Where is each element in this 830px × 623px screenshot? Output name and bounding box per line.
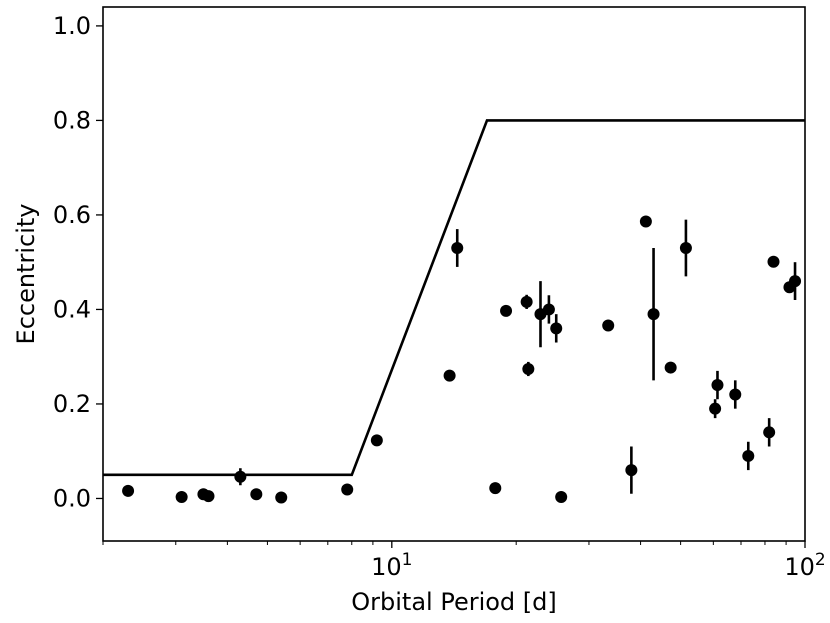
y-tick-label: 0.4 bbox=[53, 295, 91, 323]
point-marker bbox=[742, 449, 755, 462]
data-point bbox=[370, 434, 383, 447]
point-marker bbox=[542, 303, 555, 316]
point-marker bbox=[664, 361, 677, 374]
data-point bbox=[341, 483, 354, 496]
point-marker bbox=[763, 426, 776, 439]
data-point bbox=[711, 370, 724, 400]
point-marker bbox=[602, 319, 615, 332]
point-marker bbox=[489, 482, 502, 495]
point-marker bbox=[370, 434, 383, 447]
data-point bbox=[789, 262, 802, 300]
point-marker bbox=[522, 362, 535, 375]
y-tick-label: 0.0 bbox=[53, 484, 91, 512]
y-tick-label: 0.2 bbox=[53, 390, 91, 418]
point-marker bbox=[122, 484, 135, 497]
x-axis-label: Orbital Period [d] bbox=[351, 588, 557, 616]
y-axis-ticks: 0.0 0.2 0.4 0.6 0.8 1.0 bbox=[53, 12, 103, 512]
data-point bbox=[729, 380, 742, 409]
point-marker bbox=[555, 491, 568, 504]
data-point bbox=[122, 484, 135, 497]
point-marker bbox=[520, 295, 533, 308]
point-marker bbox=[500, 304, 513, 317]
point-marker bbox=[550, 322, 563, 335]
data-point bbox=[500, 304, 513, 317]
data-point bbox=[522, 361, 535, 377]
data-point bbox=[679, 219, 692, 277]
x-tick-label: 102 bbox=[784, 550, 825, 581]
data-point bbox=[234, 468, 247, 486]
point-marker bbox=[250, 488, 263, 501]
plot-content bbox=[103, 119, 805, 504]
data-point bbox=[602, 319, 615, 332]
point-marker bbox=[711, 379, 724, 392]
point-marker bbox=[202, 490, 215, 503]
point-marker bbox=[451, 242, 464, 255]
point-marker bbox=[625, 464, 638, 477]
point-marker bbox=[679, 242, 692, 255]
data-point bbox=[647, 248, 660, 381]
data-point bbox=[175, 491, 188, 504]
data-point bbox=[664, 361, 677, 374]
data-point bbox=[451, 229, 464, 267]
point-marker bbox=[443, 369, 456, 382]
point-marker bbox=[234, 470, 247, 483]
data-point bbox=[443, 369, 456, 382]
data-point bbox=[550, 314, 563, 343]
data-point bbox=[767, 255, 780, 268]
data-point bbox=[250, 488, 263, 501]
y-axis-label: Eccentricity bbox=[12, 204, 40, 345]
point-marker bbox=[789, 275, 802, 288]
y-tick-label: 0.6 bbox=[53, 201, 91, 229]
x-tick-label: 101 bbox=[371, 550, 412, 581]
y-tick-label: 1.0 bbox=[53, 12, 91, 40]
data-point bbox=[639, 215, 652, 228]
data-point bbox=[520, 294, 533, 309]
plot-frame bbox=[102, 6, 806, 542]
data-point bbox=[489, 482, 502, 495]
data-point bbox=[275, 491, 288, 504]
point-marker bbox=[639, 215, 652, 228]
point-marker bbox=[709, 402, 722, 415]
data-point bbox=[202, 490, 215, 503]
data-point bbox=[542, 295, 555, 324]
data-point bbox=[555, 491, 568, 504]
point-marker bbox=[767, 255, 780, 268]
x-axis-ticks: 101 102 bbox=[102, 541, 826, 581]
point-marker bbox=[341, 483, 354, 496]
point-marker bbox=[175, 491, 188, 504]
eccentricity-boundary-line bbox=[103, 119, 805, 477]
point-marker bbox=[729, 388, 742, 401]
point-marker bbox=[275, 491, 288, 504]
data-point bbox=[742, 441, 755, 471]
data-point bbox=[709, 399, 722, 419]
data-point bbox=[763, 418, 776, 447]
y-tick-label: 0.8 bbox=[53, 106, 91, 134]
point-marker bbox=[647, 308, 660, 321]
data-point bbox=[625, 446, 638, 494]
data-point bbox=[534, 281, 547, 348]
